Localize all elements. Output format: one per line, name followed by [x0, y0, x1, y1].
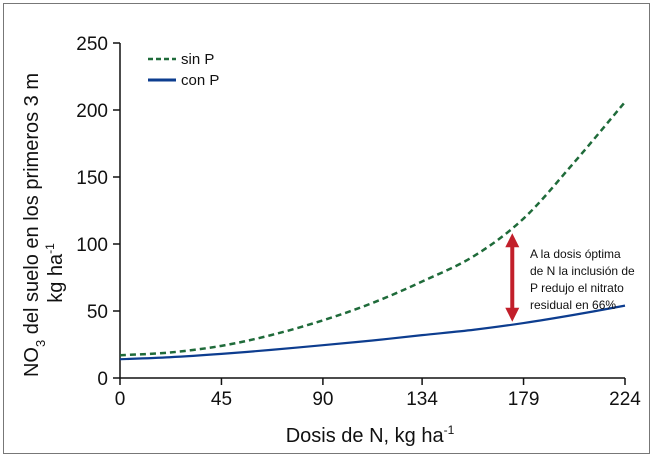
annotation-line-3: P redujo el nitrato [530, 281, 624, 295]
y-axis-label-line2-sup: -1 [43, 243, 57, 254]
annotation-line-1: A la dosis óptima [530, 247, 621, 261]
y-tick-label: 100 [76, 235, 108, 256]
annotation-line-4: residual en 66% [530, 298, 616, 312]
x-tick-label: 0 [115, 389, 126, 410]
arrow-head-up [505, 233, 520, 248]
x-tick-label: 224 [609, 389, 641, 410]
x-tick-label: 179 [508, 389, 540, 410]
y-ticks: 0 50 100 150 200 250 [76, 34, 120, 390]
x-tick-label: 134 [406, 389, 438, 410]
svg-text:kg ha-1: kg ha-1 [43, 243, 67, 303]
y-tick-label: 250 [76, 34, 108, 55]
legend-label-con-p: con P [181, 72, 219, 89]
y-axis-label-prefix: NO [21, 347, 43, 377]
annotation-line-2: de N la inclusión de [530, 264, 635, 278]
series-layer [119, 101, 626, 361]
series-line-sin-p [119, 101, 626, 357]
y-axis-label-main: del suelo en los primeros 3 m [21, 73, 43, 340]
y-axis-label-line2: kg ha [45, 253, 67, 303]
legend: sin P con P [148, 51, 219, 89]
y-axis-label-sub: 3 [33, 340, 48, 347]
axes: 0 50 100 150 200 250 0 45 90 134 179 224 [76, 34, 641, 410]
y-tick-label: 200 [76, 101, 108, 122]
x-tick-label: 90 [312, 389, 333, 410]
x-axis-label-sup: -1 [444, 423, 455, 437]
series-line-con-p [119, 304, 626, 361]
y-tick-label: 50 [87, 302, 108, 323]
y-axis-label: NO3 del suelo en los primeros 3 m kg ha-… [21, 73, 67, 377]
arrow-head-down [505, 307, 520, 322]
y-tick-label: 150 [76, 168, 108, 189]
svg-text:NO3 del suelo en los primeros: NO3 del suelo en los primeros 3 m [21, 73, 48, 377]
x-ticks: 0 45 90 134 179 224 [115, 378, 641, 410]
annotation: A la dosis óptima de N la inclusión de P… [505, 233, 635, 322]
legend-label-sin-p: sin P [181, 51, 214, 68]
x-axis-label-text: Dosis de N, kg ha [286, 425, 445, 447]
y-tick-label: 0 [97, 369, 108, 390]
x-tick-label: 45 [211, 389, 232, 410]
chart-frame [3, 3, 650, 454]
double-arrow-icon [505, 233, 520, 322]
x-axis-label: Dosis de N, kg ha-1 [286, 423, 455, 447]
